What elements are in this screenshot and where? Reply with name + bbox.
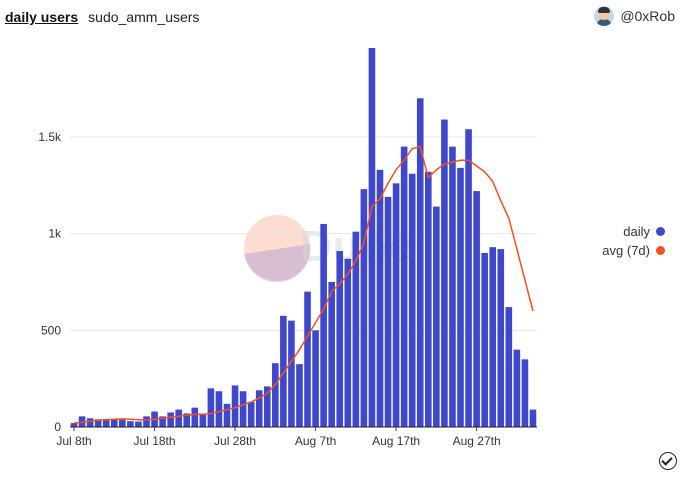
bar	[239, 391, 247, 427]
x-tick-label: Aug 17th	[372, 434, 420, 448]
bar	[312, 330, 319, 427]
bar	[368, 48, 376, 427]
bar	[513, 349, 521, 427]
legend: daily avg (7d)	[602, 222, 665, 260]
bar	[441, 119, 448, 427]
bar	[167, 412, 174, 427]
bar	[304, 291, 311, 427]
bar	[183, 413, 191, 427]
bar	[497, 249, 505, 427]
bar	[344, 258, 352, 427]
bar	[457, 167, 464, 427]
x-tick-label: Jul 18th	[134, 434, 176, 448]
bar	[231, 385, 239, 427]
legend-label: daily	[623, 224, 650, 239]
bar	[449, 146, 456, 427]
legend-swatch	[656, 246, 665, 255]
x-tick-label: Aug 7th	[295, 434, 336, 448]
bar	[215, 391, 223, 427]
bar	[191, 407, 199, 427]
bar	[94, 419, 102, 427]
bar	[529, 409, 537, 427]
x-tick-label: Aug 27th	[453, 434, 501, 448]
bar	[360, 189, 368, 427]
header: daily users sudo_amm_users	[5, 6, 199, 28]
avatar	[594, 6, 615, 26]
bar	[143, 416, 150, 427]
check-icon[interactable]	[659, 452, 677, 470]
bar	[223, 403, 231, 427]
bar	[376, 169, 384, 428]
bar	[119, 419, 126, 427]
bar	[400, 146, 408, 427]
y-tick-label: 500	[41, 323, 61, 337]
bar	[175, 409, 182, 427]
bar	[521, 359, 529, 427]
bar	[207, 388, 215, 427]
avg-line	[73, 145, 534, 424]
legend-item-avg[interactable]: avg (7d)	[602, 241, 665, 260]
legend-label: avg (7d)	[602, 243, 650, 258]
author-name: @0xRob	[620, 8, 675, 24]
bar	[159, 416, 166, 427]
bar	[288, 320, 295, 427]
bar	[280, 315, 287, 427]
legend-item-daily[interactable]: daily	[602, 222, 665, 241]
bar	[127, 421, 134, 427]
bar	[416, 98, 424, 427]
bar	[135, 421, 142, 427]
tab-sudo-amm-users[interactable]: sudo_amm_users	[88, 9, 200, 25]
bar	[425, 171, 432, 427]
bar	[465, 129, 472, 427]
author-badge[interactable]: @0xRob	[594, 6, 675, 26]
bar	[328, 281, 335, 427]
bar	[336, 251, 344, 427]
bar	[473, 191, 480, 427]
bar	[263, 386, 271, 427]
legend-swatch	[656, 227, 665, 236]
bar	[110, 418, 118, 427]
bar	[86, 418, 94, 427]
y-tick-label: 0	[54, 420, 61, 434]
bar	[247, 401, 255, 427]
tab-daily-users[interactable]: daily users	[5, 9, 79, 25]
x-tick-label: Jul 8th	[56, 434, 91, 448]
bar	[505, 307, 513, 427]
dune-logo-icon	[244, 215, 311, 282]
bar	[272, 363, 279, 427]
bar	[296, 364, 303, 427]
x-tick-label: Jul 28th	[214, 434, 256, 448]
bar	[481, 252, 488, 427]
bar	[102, 419, 110, 427]
bar	[255, 390, 263, 427]
bar	[199, 413, 207, 427]
bar	[352, 231, 360, 427]
bar	[384, 196, 392, 427]
bar	[320, 223, 327, 427]
y-tick-label: 1k	[48, 227, 62, 241]
bar	[392, 183, 400, 427]
bar	[433, 206, 440, 427]
bar	[489, 247, 497, 427]
bar	[408, 173, 416, 427]
y-tick-label: 1.5k	[38, 130, 62, 144]
bar	[70, 423, 78, 427]
